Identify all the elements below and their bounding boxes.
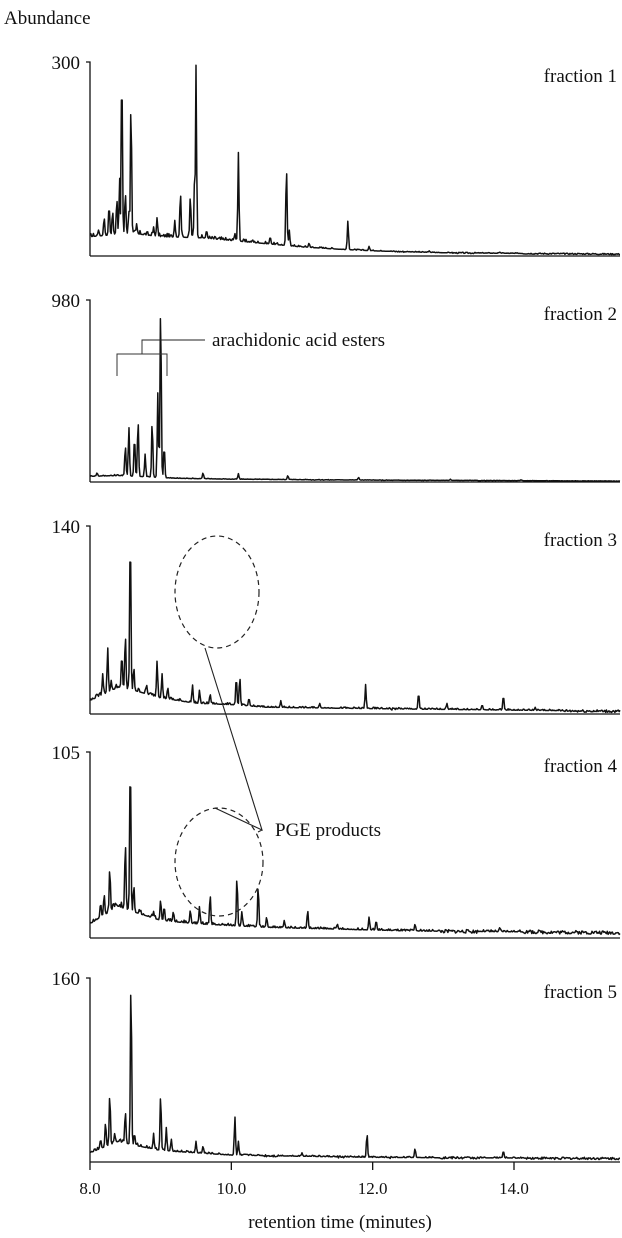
y-axis-label: Abundance [4,8,91,29]
pge-label: PGE products [275,820,381,841]
x-axis-label: retention time (minutes) [248,1212,432,1233]
x-tick-label: 12.0 [358,1179,388,1198]
x-axis: 8.0 10.0 12.0 14.0 [79,1162,529,1198]
y-max-label: 140 [52,517,81,538]
y-axis-line [86,977,91,1162]
trace-line [89,561,621,714]
x-tick-label: 14.0 [499,1179,529,1198]
arachidonic-bracket [116,339,200,376]
trace-line [89,317,621,482]
panel-3: 140 fraction 3 [52,517,621,715]
trace-line [89,994,620,1161]
panel-4: 105 fraction 4 [52,743,621,939]
pge-leader [204,647,263,833]
series-name: fraction 4 [544,756,618,777]
y-axis-line [86,299,91,482]
panel-1: 300 fraction 1 [52,53,620,257]
y-max-label: 980 [52,291,81,312]
trace-line [89,64,620,256]
y-axis-line [86,751,91,938]
y-max-label: 160 [52,969,81,990]
panel-2: 980 fraction 2 [52,291,621,483]
y-axis-line [86,525,91,714]
arachidonic-annotation: arachidonic acid esters [116,330,385,376]
y-max-label: 300 [52,53,81,74]
y-axis-line [86,61,91,256]
x-tick-label: 8.0 [79,1179,100,1198]
x-tick-label: 10.0 [216,1179,246,1198]
pge-ellipse-fraction3 [174,535,260,649]
y-max-label: 105 [52,743,81,764]
series-name: fraction 1 [544,66,617,87]
arachidonic-label: arachidonic acid esters [212,330,385,351]
series-name: fraction 2 [544,304,617,325]
panel-5: 160 fraction 5 [52,969,620,1163]
series-name: fraction 3 [544,530,617,551]
trace-line [89,786,621,936]
pge-annotation: PGE products [174,535,381,917]
pge-ellipse-fraction4 [174,807,264,917]
series-name: fraction 5 [544,982,617,1003]
